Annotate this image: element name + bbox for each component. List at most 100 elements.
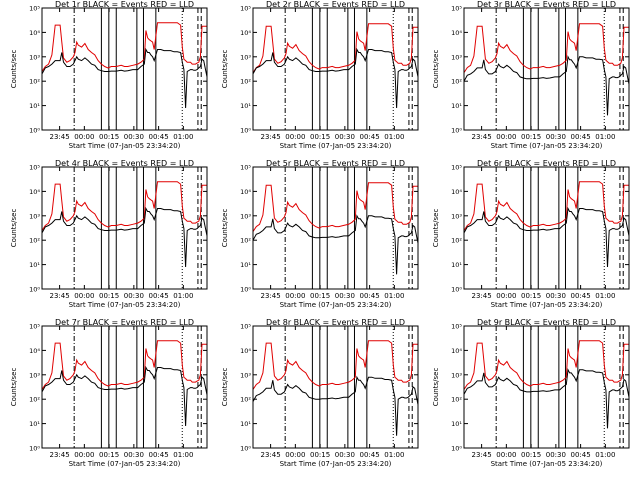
x-tick-label: 00:00: [496, 133, 516, 141]
x-tick-label: 00:30: [335, 292, 355, 300]
events-series-line: [41, 206, 208, 268]
panel-title: Det 7r BLACK = Events RED = LLD: [55, 318, 194, 327]
panel-title: Det 8r BLACK = Events RED = LLD: [266, 318, 405, 327]
x-tick-label: 00:15: [310, 292, 330, 300]
lld-series-line: [252, 23, 418, 73]
y-axis-label: Counts/sec: [432, 50, 440, 89]
plot-frame: [463, 325, 630, 449]
x-tick-label: 00:15: [310, 451, 330, 459]
y-tick-label: 10³: [451, 212, 462, 220]
y-tick-label: 10²: [240, 396, 251, 404]
y-axis-label: Counts/sec: [10, 50, 18, 89]
y-tick-label: 10²: [240, 237, 251, 245]
plot-frame: [252, 7, 419, 131]
events-series-line: [463, 55, 630, 116]
plot-frame: [41, 325, 208, 449]
lld-series-line: [41, 181, 207, 231]
panel-title: Det 3r BLACK = Events RED = LLD: [477, 0, 616, 9]
x-tick-label: 00:30: [335, 133, 355, 141]
y-tick-label: 10⁰: [451, 286, 462, 294]
lld-series-line: [463, 340, 629, 390]
x-tick-label: 01:00: [595, 133, 615, 141]
y-tick-label: 10⁴: [451, 188, 462, 196]
x-tick-label: 00:45: [360, 133, 380, 141]
y-axis-label: Counts/sec: [10, 209, 18, 248]
y-tick-label: 10¹: [29, 261, 40, 269]
y-tick-label: 10⁵: [451, 164, 462, 172]
plot-frame: [41, 166, 208, 290]
y-tick-label: 10³: [29, 53, 40, 61]
y-tick-label: 10⁵: [29, 323, 40, 331]
panel-title: Det 1r BLACK = Events RED = LLD: [55, 0, 194, 9]
x-axis-label: Start Time (07-Jan-05 23:34:20): [491, 301, 603, 309]
x-tick-label: 00:30: [546, 451, 566, 459]
y-tick-label: 10⁵: [240, 5, 251, 13]
y-tick-label: 10⁵: [451, 5, 462, 13]
x-tick-label: 00:30: [124, 451, 144, 459]
y-tick-label: 10⁴: [240, 188, 251, 196]
y-tick-label: 10⁴: [29, 188, 40, 196]
x-tick-label: 00:00: [74, 133, 94, 141]
plot-frame: [463, 166, 630, 290]
x-tick-label: 00:45: [149, 133, 169, 141]
y-tick-label: 10²: [451, 237, 462, 245]
x-tick-label: 00:30: [546, 133, 566, 141]
x-axis-label: Start Time (07-Jan-05 23:34:20): [280, 142, 392, 150]
x-tick-label: 01:00: [595, 451, 615, 459]
y-tick-label: 10³: [29, 212, 40, 220]
x-tick-label: 00:45: [571, 292, 591, 300]
panel-title: Det 9r BLACK = Events RED = LLD: [477, 318, 616, 327]
plot-frame: [252, 325, 419, 449]
y-axis-label: Counts/sec: [432, 209, 440, 248]
y-tick-label: 10³: [451, 53, 462, 61]
x-tick-label: 23:45: [261, 292, 281, 300]
y-tick-label: 10⁴: [240, 29, 251, 37]
events-series-line: [252, 47, 419, 109]
x-axis-label: Start Time (07-Jan-05 23:34:20): [69, 301, 181, 309]
x-axis-label: Start Time (07-Jan-05 23:34:20): [491, 142, 603, 150]
panel-title: Det 6r BLACK = Events RED = LLD: [477, 159, 616, 168]
x-tick-label: 00:45: [149, 451, 169, 459]
y-tick-label: 10⁵: [29, 164, 40, 172]
x-tick-label: 00:15: [521, 133, 541, 141]
x-axis-label: Start Time (07-Jan-05 23:34:20): [280, 301, 392, 309]
y-tick-label: 10²: [451, 396, 462, 404]
y-tick-label: 10¹: [240, 420, 251, 428]
panel-title: Det 4r BLACK = Events RED = LLD: [55, 159, 194, 168]
y-tick-label: 10¹: [451, 261, 462, 269]
x-tick-label: 00:15: [99, 133, 119, 141]
x-tick-label: 00:00: [285, 133, 305, 141]
panel-title: Det 5r BLACK = Events RED = LLD: [266, 159, 405, 168]
x-tick-label: 01:00: [384, 292, 404, 300]
y-tick-label: 10⁴: [29, 29, 40, 37]
x-tick-label: 23:45: [50, 133, 70, 141]
events-series-line: [463, 206, 630, 268]
y-tick-label: 10¹: [451, 102, 462, 110]
x-tick-label: 00:15: [99, 451, 119, 459]
y-tick-label: 10⁴: [451, 29, 462, 37]
lld-series-line: [252, 182, 418, 232]
x-tick-label: 00:45: [360, 451, 380, 459]
y-tick-label: 10³: [240, 212, 251, 220]
x-tick-label: 23:45: [472, 133, 492, 141]
y-tick-label: 10⁵: [240, 164, 251, 172]
events-series-line: [41, 47, 208, 109]
y-tick-label: 10³: [29, 371, 40, 379]
y-tick-label: 10⁰: [240, 127, 251, 135]
y-tick-label: 10¹: [240, 261, 251, 269]
x-axis-label: Start Time (07-Jan-05 23:34:20): [69, 460, 181, 468]
lld-series-line: [41, 22, 207, 72]
y-tick-label: 10⁰: [451, 127, 462, 135]
x-tick-label: 00:30: [124, 133, 144, 141]
y-tick-label: 10⁰: [29, 286, 40, 294]
y-tick-label: 10²: [240, 78, 251, 86]
y-tick-label: 10³: [240, 53, 251, 61]
y-tick-label: 10⁵: [29, 5, 40, 13]
y-tick-label: 10⁰: [29, 127, 40, 135]
x-tick-label: 00:00: [285, 292, 305, 300]
x-tick-label: 01:00: [173, 133, 193, 141]
y-tick-label: 10⁵: [451, 323, 462, 331]
lld-series-line: [463, 181, 629, 231]
